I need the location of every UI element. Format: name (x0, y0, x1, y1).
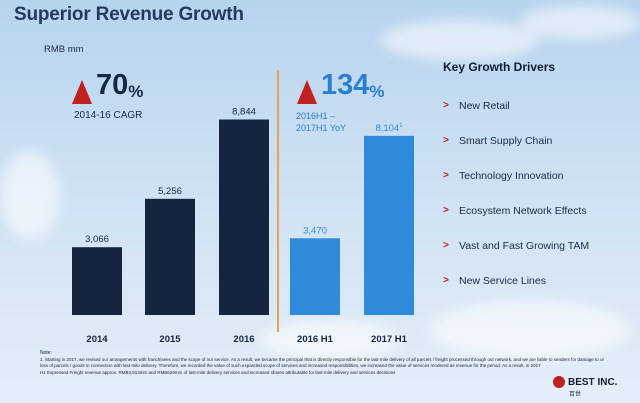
growth-cagr-percent: % (128, 82, 144, 101)
driver-item: > Technology Innovation (443, 158, 589, 193)
growth-yoy-label: 2016H1 – 2017H1 YoY (296, 110, 376, 134)
note-text-1: 1. Starting in 2017, we revised our arra… (40, 357, 605, 368)
cloud-decoration (380, 20, 540, 60)
bar-value-label: 5,256 (158, 186, 182, 197)
up-triangle-icon (297, 80, 317, 104)
growth-yoy-label-line1: 2016H1 – (296, 111, 336, 121)
growth-yoy: 134 % (297, 70, 385, 104)
bar-2014 (72, 247, 122, 315)
drivers-title: Key Growth Drivers (443, 60, 556, 74)
logo-subtitle: 百世 (569, 392, 582, 398)
driver-item: > Ecosystem Network Effects (443, 193, 589, 228)
bar-value-label: 8,1041 (375, 123, 403, 134)
bar-2016 (219, 119, 269, 315)
cloud-decoration (430, 300, 630, 360)
bar-value-label: 3,066 (85, 234, 109, 245)
unit-label: RMB mm (44, 44, 84, 55)
driver-item: > Smart Supply Chain (443, 123, 589, 158)
bar-value-label: 3,470 (303, 225, 327, 236)
chevron-right-icon: > (443, 205, 449, 216)
logo-name: BEST INC. (568, 376, 618, 388)
bar-2017-h1 (364, 135, 414, 315)
note-text-2: H1 Expressed Freight revenue approx. RMB… (40, 370, 396, 375)
driver-item-label: Technology Innovation (459, 169, 564, 182)
bar-value-label: 8,844 (232, 107, 256, 118)
growth-yoy-percent: % (369, 82, 385, 101)
bars (72, 119, 414, 315)
up-triangle-icon (72, 80, 92, 104)
driver-item-label: New Service Lines (459, 274, 546, 287)
chevron-right-icon: > (443, 240, 449, 251)
driver-item: > Vast and Fast Growing TAM (443, 228, 589, 263)
growth-yoy-label-line2: 2017H1 YoY (296, 123, 347, 133)
growth-yoy-value: 134 (321, 69, 370, 101)
growth-cagr-label: 2014-16 CAGR (74, 110, 143, 121)
note-heading: Note: (40, 350, 52, 356)
growth-cagr-value: 70 (96, 69, 129, 101)
x-tick-label: 2016 H1 (297, 334, 334, 345)
chevron-right-icon: > (443, 170, 449, 181)
driver-item-label: Smart Supply Chain (459, 134, 553, 147)
x-tick-label: 2015 (159, 334, 181, 345)
page-title: Superior Revenue Growth (14, 4, 244, 25)
bar-2016-h1 (290, 238, 340, 315)
driver-item: > New Retail (443, 88, 589, 123)
logo-mark-icon (553, 376, 565, 388)
value-labels: 3,066 5,256 8,844 3,470 8,1041 (85, 107, 403, 246)
x-axis-labels: 2014 2015 2016 2016 H1 2017 H1 (86, 334, 407, 345)
company-logo: BEST INC. (553, 376, 617, 388)
period-divider (277, 70, 279, 332)
bar-2015 (145, 198, 195, 315)
growth-cagr: 70 % (72, 70, 143, 104)
chevron-right-icon: > (443, 135, 449, 146)
driver-item-label: New Retail (459, 99, 510, 112)
x-tick-label: 2016 (233, 334, 254, 345)
driver-item-label: Vast and Fast Growing TAM (459, 239, 590, 252)
cloud-decoration (260, 320, 400, 360)
chevron-right-icon: > (443, 275, 449, 286)
chevron-right-icon: > (443, 100, 449, 111)
cloud-decoration (0, 150, 60, 240)
cloud-decoration (520, 5, 640, 40)
footnote-marker: 1 (399, 123, 403, 129)
drivers-list: > New Retail > Smart Supply Chain > Technolog… (443, 88, 589, 298)
x-tick-label: 2017 H1 (371, 334, 408, 345)
driver-item-label: Ecosystem Network Effects (459, 204, 587, 217)
driver-item: > New Service Lines (443, 263, 589, 298)
x-tick-label: 2014 (86, 334, 108, 345)
